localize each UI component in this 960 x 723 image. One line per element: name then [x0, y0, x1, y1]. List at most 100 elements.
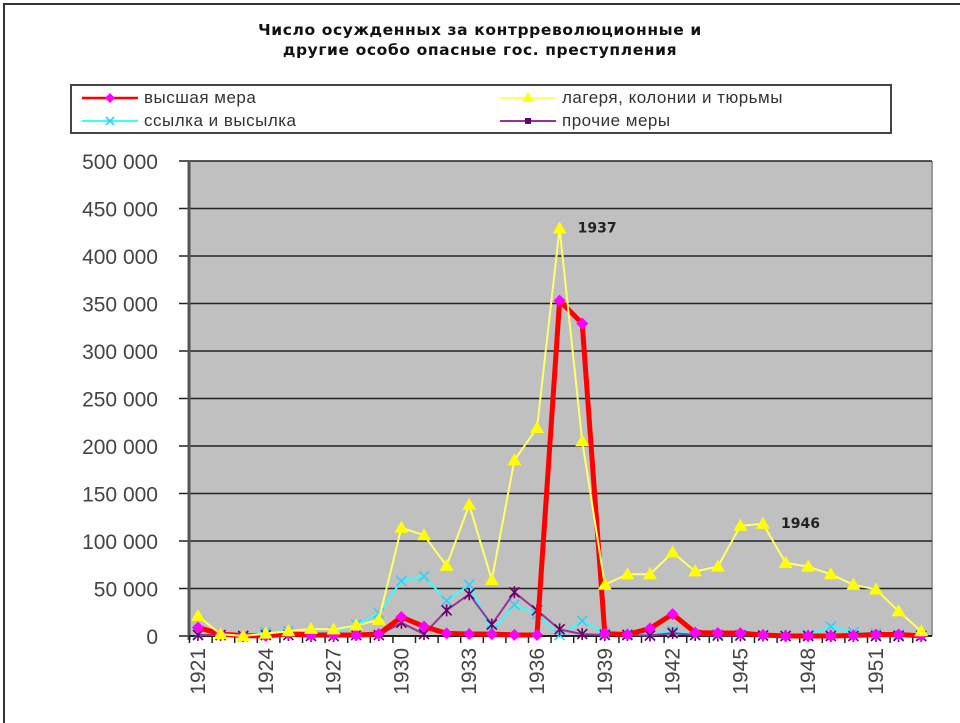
y-tick-label: 100 000: [82, 531, 158, 554]
diamond-marker-icon: [689, 626, 702, 639]
diamond-marker-icon: [418, 620, 430, 633]
legend-label: прочие меры: [562, 111, 671, 130]
x-tick-label: 1948: [797, 648, 820, 695]
x-tick-label: 1942: [662, 648, 685, 695]
triangle-marker-icon: [756, 516, 770, 529]
x-tick-label: 1945: [729, 648, 752, 695]
x-tick-label: 1924: [255, 648, 278, 695]
legend-marker-triangle-icon: [500, 92, 556, 102]
x-tick-label: 1933: [458, 648, 481, 695]
triangle-marker-icon: [349, 618, 364, 631]
triangle-marker-icon: [552, 221, 567, 234]
triangle-marker-icon: [846, 577, 861, 590]
chart-title-line-2: другие особо опасные гос. преступления: [282, 41, 678, 59]
annotation-label: 1937: [578, 220, 617, 236]
y-tick-label: 450 000: [82, 199, 158, 222]
legend-item-exile: ссылка и высылка: [82, 111, 297, 131]
diamond-marker-icon: [892, 628, 905, 641]
x-tick-label: 1939: [594, 648, 617, 695]
triangle-marker-icon: [778, 555, 793, 568]
x-tick-label: 1951: [865, 648, 888, 695]
triangle-marker-icon: [281, 624, 296, 637]
diamond-marker-icon: [485, 628, 498, 641]
data-series: [191, 221, 929, 642]
diamond-marker-icon: [372, 628, 385, 641]
star-marker-icon: [576, 628, 588, 641]
triangle-marker-icon: [733, 518, 748, 531]
y-tick-label: 350 000: [82, 294, 158, 317]
chart-title: Число осужденных за контрреволюционные и…: [0, 20, 960, 60]
x-tick-label: 1930: [390, 648, 413, 695]
triangle-marker-icon: [191, 609, 205, 622]
triangle-marker-icon: [575, 434, 590, 447]
triangle-marker-icon: [643, 567, 657, 580]
legend-label: лагеря, колонии и тюрьмы: [562, 88, 783, 107]
triangle-marker-icon: [304, 621, 318, 634]
x-marker-icon: [418, 570, 430, 582]
legend-label: высшая мера: [144, 88, 257, 107]
triangle-marker-icon: [801, 559, 816, 572]
triangle-marker-icon: [417, 528, 431, 541]
triangle-marker-icon: [507, 453, 522, 466]
triangle-marker-icon: [665, 545, 680, 558]
y-tick-label: 50 000: [94, 579, 158, 602]
triangle-marker-icon: [213, 627, 228, 640]
diamond-marker-icon: [576, 317, 589, 330]
series-1: [191, 221, 929, 641]
diamond-marker-icon: [531, 628, 543, 641]
y-axis: 500 000 450 000 400 000 350 000 300 000 250 0…: [82, 151, 191, 649]
diamond-marker-icon: [621, 628, 634, 641]
x-axis: 1921 1924 1927 1930 1933 1936 1939 1942 1945 1948…: [187, 635, 932, 695]
triangle-marker-icon: [530, 420, 544, 433]
y-tick-label: 500 000: [82, 151, 158, 174]
star-marker-icon: [667, 627, 679, 640]
x-marker-icon: [395, 575, 407, 587]
triangle-marker-icon: [891, 604, 906, 617]
gridlines: [189, 160, 932, 590]
diamond-marker-icon: [802, 630, 815, 642]
diamond-marker-icon: [847, 629, 860, 642]
diamond-marker-icon: [711, 627, 724, 640]
triangle-marker-icon: [688, 564, 703, 577]
legend-marker-star-icon: [500, 118, 556, 124]
triangle-marker-icon: [869, 582, 883, 595]
y-tick-label: 400 000: [82, 246, 158, 269]
x-marker-icon: [576, 615, 588, 627]
triangle-marker-icon: [462, 497, 477, 510]
triangle-marker-icon: [620, 567, 635, 580]
annotation-label: 1946: [781, 516, 820, 532]
triangle-marker-icon: [394, 520, 409, 533]
triangle-marker-icon: [823, 567, 838, 580]
triangle-marker-icon: [439, 558, 454, 571]
triangle-marker-icon: [236, 629, 251, 641]
diamond-marker-icon: [824, 630, 837, 642]
diamond-marker-icon: [508, 628, 521, 641]
legend-marker-diamond-icon: [82, 93, 138, 103]
x-tick-label: 1921: [187, 648, 210, 695]
x-marker-icon: [508, 599, 520, 611]
legend-item-execution: высшая мера: [82, 88, 256, 108]
triangle-marker-icon: [371, 612, 386, 625]
y-tick-label: 150 000: [82, 484, 158, 507]
x-marker-icon: [825, 620, 837, 633]
x-marker-icon: [441, 595, 453, 607]
triangle-marker-icon: [914, 624, 929, 637]
diamond-marker-icon: [350, 629, 363, 642]
diamond-marker-icon: [463, 628, 476, 641]
chart-title-line-1: Число осужденных за контрреволюционные и: [258, 21, 702, 39]
triangle-marker-icon: [597, 577, 612, 590]
legend-label: ссылка и высылка: [144, 111, 297, 130]
y-tick-label: 300 000: [82, 341, 158, 364]
diamond-marker-icon: [870, 628, 882, 641]
y-tick-label: 0: [146, 626, 158, 649]
annotations: 1937 1946: [578, 220, 820, 531]
legend-item-camps: лагеря, колонии и тюрьмы: [500, 88, 783, 108]
diamond-marker-icon: [734, 627, 747, 640]
legend-item-other: прочие меры: [500, 111, 671, 131]
diamond-marker-icon: [598, 627, 611, 640]
diamond-marker-icon: [440, 627, 453, 640]
chart-legend: высшая мера лагеря, колонии и тюрьмы ссы…: [70, 84, 892, 134]
diamond-marker-icon: [644, 622, 656, 635]
x-marker-icon: [463, 579, 475, 591]
triangle-marker-icon: [710, 559, 725, 572]
